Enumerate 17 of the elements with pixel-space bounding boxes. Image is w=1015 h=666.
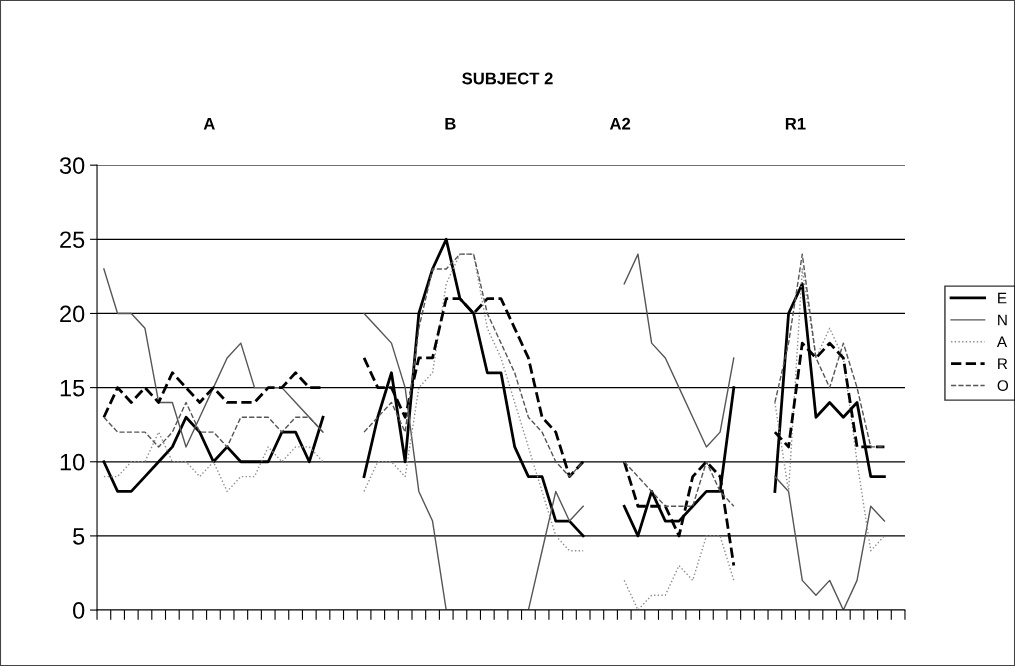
legend-label: N xyxy=(998,314,1007,326)
y-tick-label: 30 xyxy=(59,157,85,174)
text: A2 xyxy=(609,117,631,130)
y-tick-label: 0 xyxy=(73,602,85,619)
y-tick-label: 15 xyxy=(60,379,85,397)
legend-label: E xyxy=(998,292,1007,304)
legend-label: O xyxy=(997,380,1009,391)
y-tick-label: 20 xyxy=(60,305,85,323)
legend-label: A xyxy=(996,336,1008,348)
legend-label: R xyxy=(998,358,1008,369)
text: R1 xyxy=(785,117,806,130)
y-tick-label: 5 xyxy=(73,528,85,545)
text: B xyxy=(445,117,456,130)
y-tick-label: 25 xyxy=(60,231,85,249)
text: A xyxy=(203,117,215,130)
y-tick-label: 10 xyxy=(60,453,85,471)
chart-title: SUBJECT 2 xyxy=(462,72,553,85)
